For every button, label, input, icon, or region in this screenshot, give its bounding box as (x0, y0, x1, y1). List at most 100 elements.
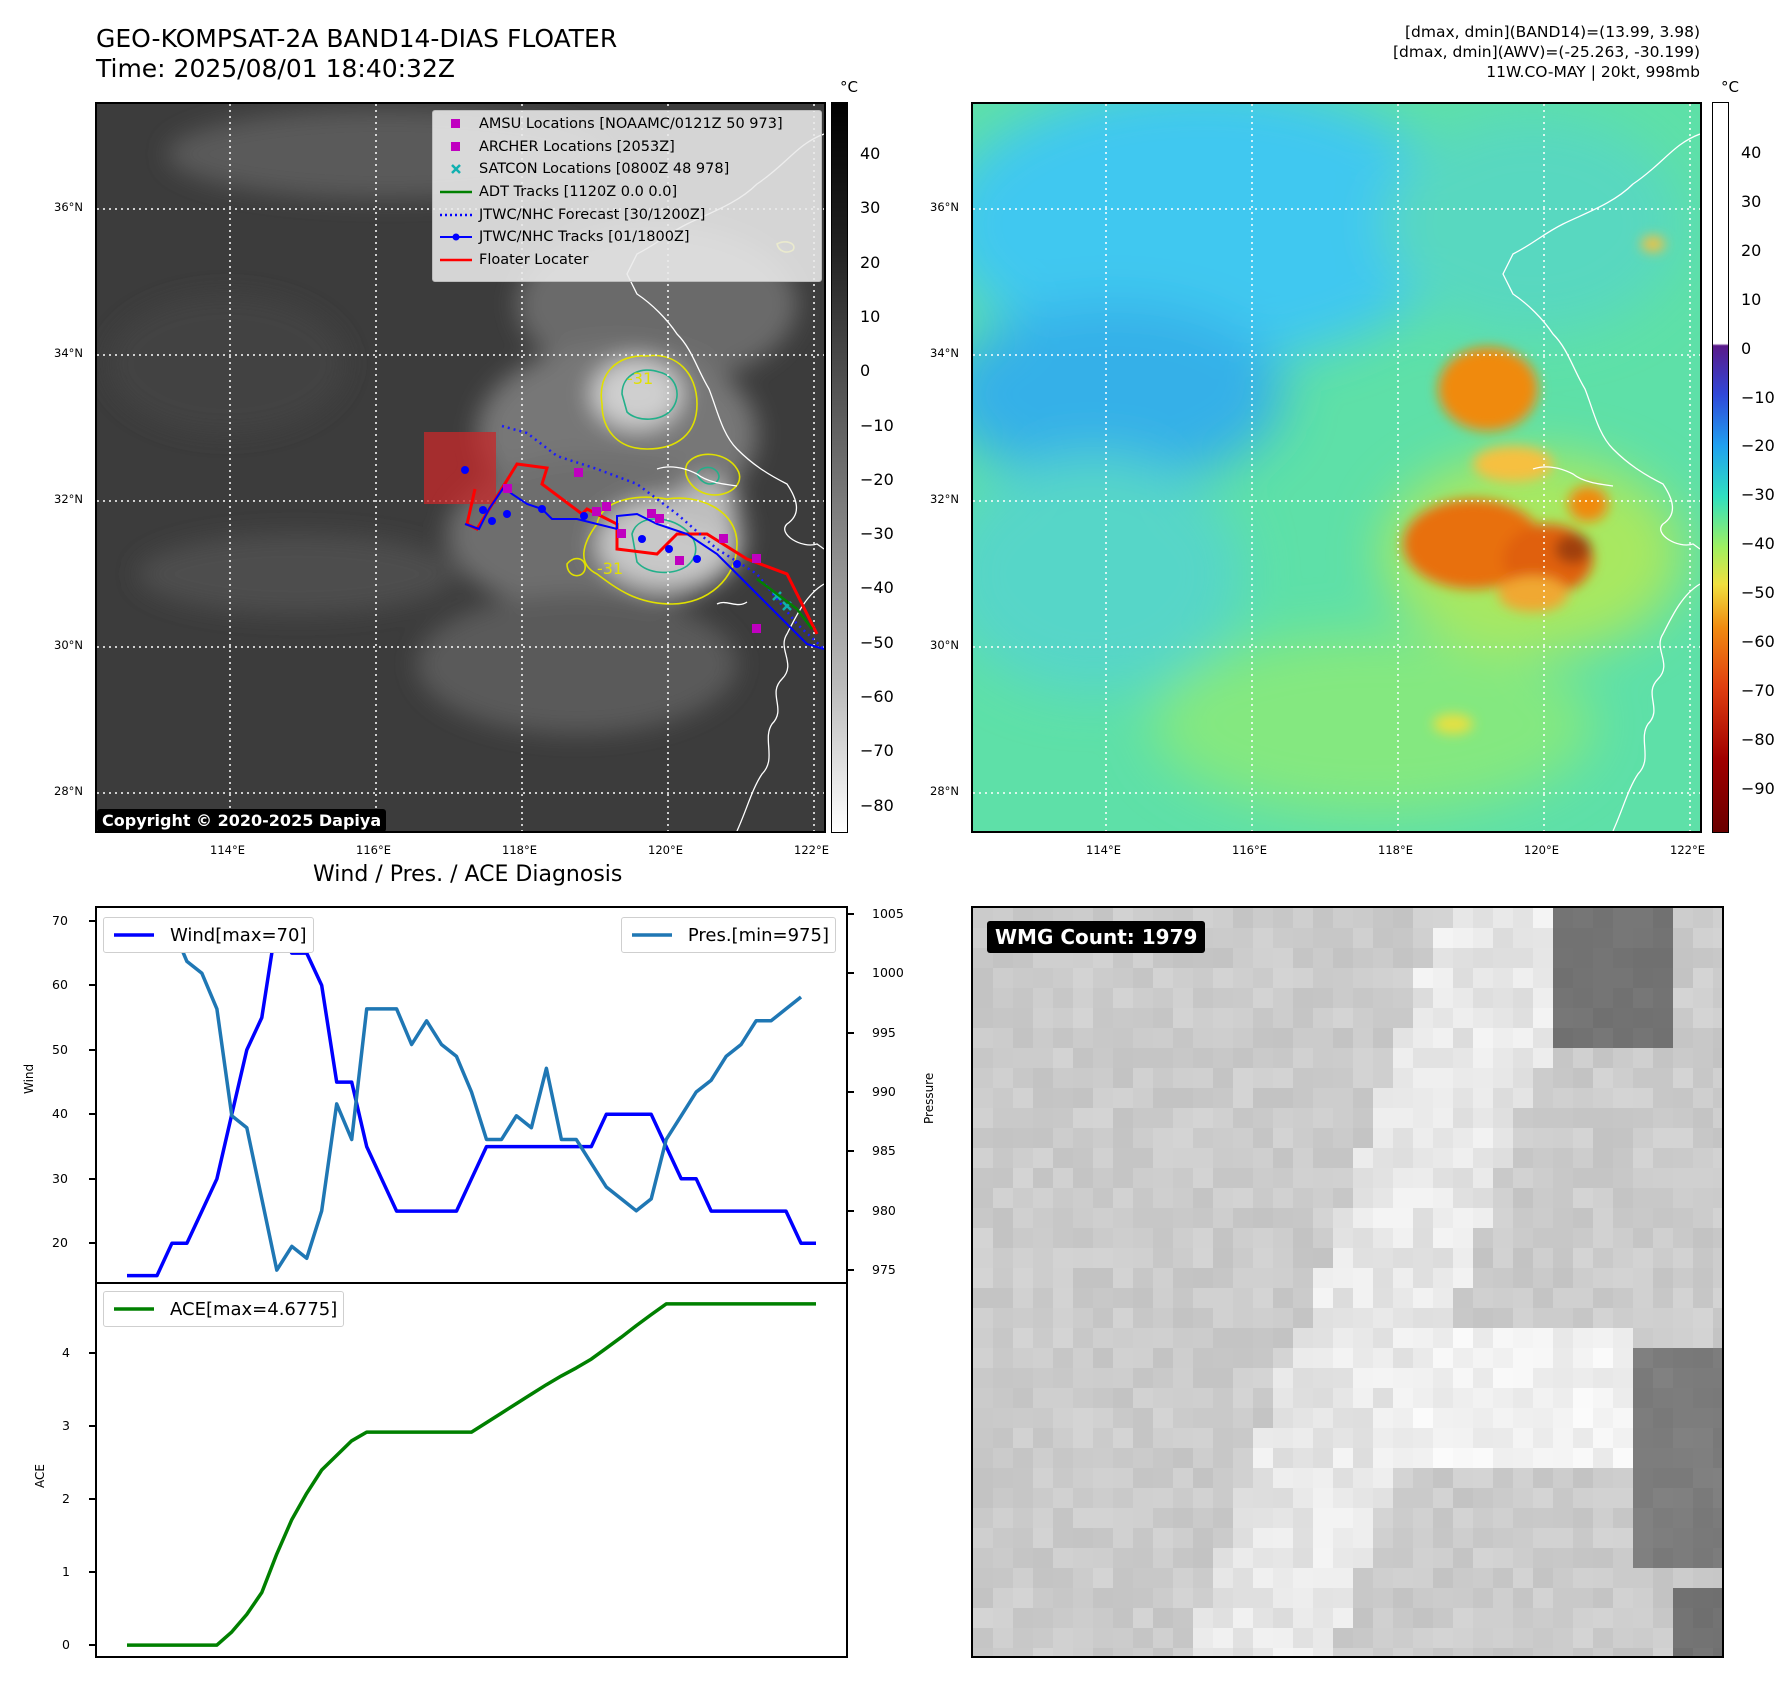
wmg-pixel (1213, 1008, 1233, 1028)
wmg-pixel (1633, 1408, 1653, 1428)
legend-item: ARCHER Locations [2053Z] (433, 136, 821, 159)
wmg-pixel (1473, 1088, 1493, 1108)
wmg-pixel (1453, 1028, 1473, 1048)
wmg-pixel (993, 1368, 1013, 1388)
wmg-pixel (1373, 1588, 1393, 1608)
wmg-pixel (1193, 1228, 1213, 1248)
wmg-pixel (1153, 1428, 1173, 1448)
wmg-pixel (1093, 1328, 1113, 1348)
wmg-pixel (1633, 1148, 1653, 1168)
wmg-pixel (1533, 1408, 1553, 1428)
legend-label: JTWC/NHC Forecast [30/1200Z] (479, 206, 706, 223)
wmg-pixel (1593, 948, 1613, 968)
pressure-tick-label: 990 (872, 1084, 896, 1100)
wmg-pixel (1433, 1448, 1453, 1468)
wmg-pixel (1613, 1648, 1633, 1656)
wmg-pixel (1493, 968, 1513, 988)
wmg-pixel (1293, 1128, 1313, 1148)
wmg-pixel (1713, 1588, 1722, 1608)
wmg-pixel (1413, 1088, 1433, 1108)
wmg-pixel (1493, 1468, 1513, 1488)
ace-axis-label: ACE (33, 1464, 47, 1488)
wmg-pixel (973, 1528, 993, 1548)
wmg-pixel (1113, 1388, 1133, 1408)
wmg-pixel (1193, 1268, 1213, 1288)
wmg-pixel (1113, 1248, 1133, 1268)
wmg-pixel (1153, 1128, 1173, 1148)
wmg-pixel (1293, 1228, 1313, 1248)
wmg-pixel (1253, 1608, 1273, 1628)
wmg-pixel (1653, 1008, 1673, 1028)
wmg-pixel (1433, 1468, 1453, 1488)
wmg-pixel (1633, 988, 1653, 1008)
wmg-pixel (1593, 1148, 1613, 1168)
wmg-pixel (1633, 1268, 1653, 1288)
wmg-pixel (993, 1528, 1013, 1548)
wmg-pixel (1433, 988, 1453, 1008)
wmg-pixel (1293, 988, 1313, 1008)
wmg-pixel (1653, 928, 1673, 948)
wmg-pixel (1553, 1448, 1573, 1468)
wmg-pixel (1373, 1228, 1393, 1248)
wmg-pixel (1553, 1328, 1573, 1348)
wmg-pixel (1113, 988, 1133, 1008)
wmg-pixel (1613, 1068, 1633, 1088)
wmg-pixel (1693, 1028, 1713, 1048)
y-tick-mark (89, 1177, 95, 1180)
wmg-pixel (993, 1328, 1013, 1348)
wmg-pixel (1573, 1068, 1593, 1088)
wmg-pixel (1453, 1488, 1473, 1508)
wmg-pixel (1353, 1008, 1373, 1028)
wmg-pixel (1513, 1348, 1533, 1368)
wmg-pixel (1273, 1448, 1293, 1468)
wmg-pixel (1633, 1248, 1653, 1268)
colorbar-tick: −70 (860, 741, 894, 761)
wmg-pixel (1033, 1648, 1053, 1656)
ace-tick-label: 1 (62, 1564, 70, 1580)
wmg-pixel (1233, 968, 1253, 988)
wmg-pixel (1373, 1308, 1393, 1328)
wmg-pixel (1213, 1508, 1233, 1528)
wmg-pixel (1233, 1048, 1253, 1068)
jtwc-track-points (461, 466, 741, 568)
wmg-pixel (1513, 1248, 1533, 1268)
wmg-pixel (1473, 1448, 1493, 1468)
wmg-pixel (1493, 988, 1513, 1008)
wmg-pixel (1173, 1528, 1193, 1548)
wmg-pixel (1153, 1488, 1173, 1508)
wmg-pixel (1213, 1228, 1233, 1248)
wmg-pixel (1533, 1508, 1553, 1528)
wmg-pixel (1633, 1628, 1653, 1648)
wmg-pixel (1193, 1068, 1213, 1088)
wmg-pixel (1193, 1428, 1213, 1448)
wmg-pixel (1013, 1108, 1033, 1128)
wmg-pixel (1353, 1648, 1373, 1656)
wmg-pixel (1573, 1088, 1593, 1108)
colorbar-tick: −20 (860, 469, 894, 489)
wmg-pixel (1513, 1628, 1533, 1648)
wmg-pixel (1613, 1608, 1633, 1628)
y-tick-mark (89, 1644, 95, 1647)
wmg-pixel (1433, 1488, 1453, 1508)
wmg-pixel (1433, 1328, 1453, 1348)
wmg-pixel (993, 1028, 1013, 1048)
wmg-pixel (1273, 1348, 1293, 1368)
wmg-pixel (1153, 1028, 1173, 1048)
wmg-pixel (1453, 1428, 1473, 1448)
wmg-pixel (1153, 1468, 1173, 1488)
wmg-pixel (1513, 1508, 1533, 1528)
wmg-pixel (1633, 1468, 1653, 1488)
wmg-pixel (1593, 1068, 1613, 1088)
wmg-pixel (1673, 1128, 1693, 1148)
wmg-pixel (1033, 1428, 1053, 1448)
wmg-pixel (1493, 1408, 1513, 1428)
wmg-pixel (1613, 1288, 1633, 1308)
wmg-pixel (1453, 1068, 1473, 1088)
wmg-pixel (1033, 1348, 1053, 1368)
wmg-pixel (1513, 1048, 1533, 1068)
wmg-pixel (1593, 988, 1613, 1008)
wmg-pixel (1313, 1208, 1333, 1228)
wmg-pixel (1213, 1408, 1233, 1428)
wmg-pixel (1313, 1148, 1333, 1168)
ace-tick-label: 3 (62, 1418, 70, 1434)
